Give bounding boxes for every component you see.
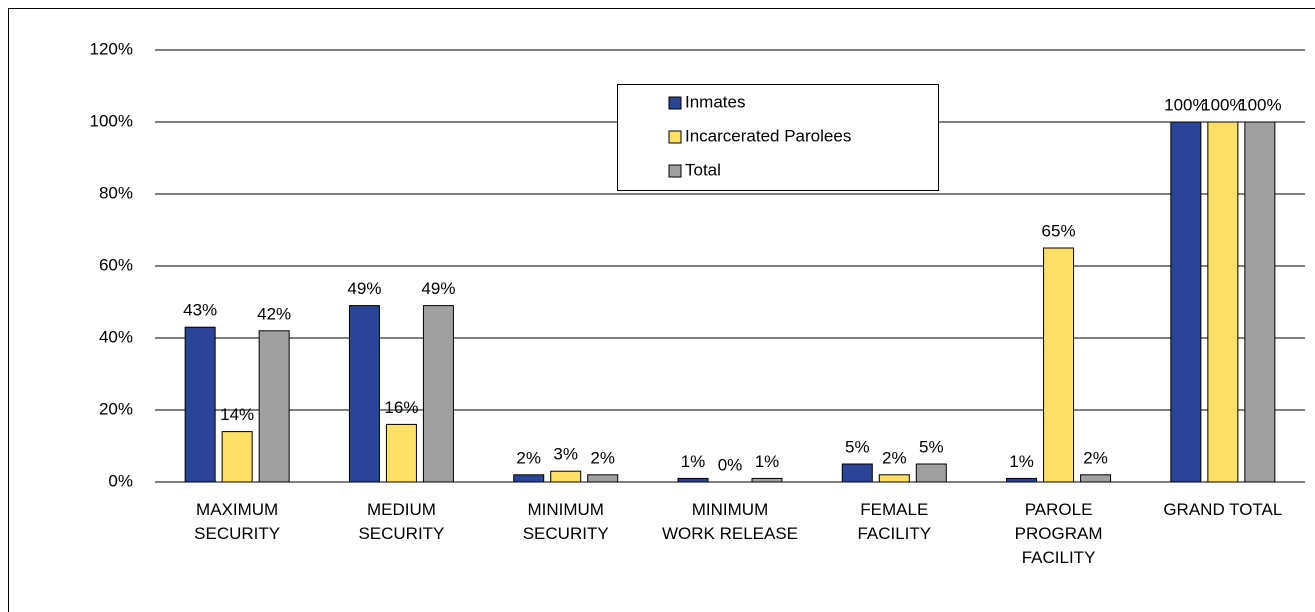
x-tick-label: FEMALE FACILITY: [857, 500, 932, 543]
legend-swatch: [668, 96, 682, 110]
legend-label: Inmates: [685, 92, 745, 111]
value-label: 43%: [183, 301, 217, 320]
y-tick-label: 80%: [99, 183, 133, 202]
bar: [513, 474, 545, 483]
y-tick-label: 20%: [99, 399, 133, 418]
value-label: 49%: [347, 279, 381, 298]
value-label: 2%: [882, 448, 907, 467]
x-tick-label: MEDIUM SECURITY: [358, 500, 445, 543]
chart-border: [8, 8, 1315, 612]
y-tick-label: 60%: [99, 255, 133, 274]
value-label: 16%: [384, 398, 418, 417]
bar: [385, 423, 417, 483]
legend-label: Total: [685, 160, 721, 179]
value-label: 5%: [845, 437, 870, 456]
value-label: 1%: [755, 452, 780, 471]
x-tick-label: GRAND TOTAL: [1163, 500, 1283, 519]
bar: [677, 477, 709, 483]
legend-swatch: [668, 130, 682, 144]
legend-swatch: [668, 164, 682, 178]
bar: [550, 470, 582, 483]
value-label: 100%: [1201, 95, 1244, 114]
value-label: 49%: [421, 279, 455, 298]
bar: [751, 477, 783, 483]
bar: [1207, 121, 1239, 483]
bar: [1006, 477, 1038, 483]
y-tick-label: 40%: [99, 327, 133, 346]
bar: [184, 326, 216, 483]
bar: [221, 431, 253, 483]
value-label: 100%: [1164, 95, 1207, 114]
bar: [422, 305, 454, 483]
value-label: 5%: [919, 437, 944, 456]
legend-label: Incarcerated Parolees: [685, 126, 851, 145]
bar: [587, 474, 619, 483]
value-label: 0%: [718, 455, 743, 474]
value-label: 65%: [1042, 221, 1076, 240]
y-tick-label: 100%: [90, 111, 133, 130]
value-label: 1%: [681, 452, 706, 471]
bar: [1043, 247, 1075, 483]
bar: [1080, 474, 1112, 483]
value-label: 42%: [257, 304, 291, 323]
value-label: 2%: [590, 448, 615, 467]
value-label: 1%: [1009, 452, 1034, 471]
bar: [915, 463, 947, 483]
x-tick-label: MINIMUM WORK RELEASE: [661, 500, 799, 543]
value-label: 3%: [553, 445, 578, 464]
value-label: 2%: [1083, 448, 1108, 467]
bar: [1170, 121, 1202, 483]
bar: [1244, 121, 1276, 483]
bar: [878, 474, 910, 483]
bar: [348, 305, 380, 483]
y-tick-label: 0%: [108, 471, 133, 490]
value-label: 100%: [1238, 95, 1281, 114]
value-label: 14%: [220, 405, 254, 424]
x-tick-label: MAXIMUM SECURITY: [194, 500, 281, 543]
value-label: 2%: [516, 448, 541, 467]
bar: [258, 330, 290, 483]
bar: [841, 463, 873, 483]
x-tick-label: MINIMUM SECURITY: [522, 500, 609, 543]
y-tick-label: 120%: [90, 39, 133, 58]
x-tick-label: PAROLE PROGRAM FACILITY: [1014, 500, 1103, 567]
